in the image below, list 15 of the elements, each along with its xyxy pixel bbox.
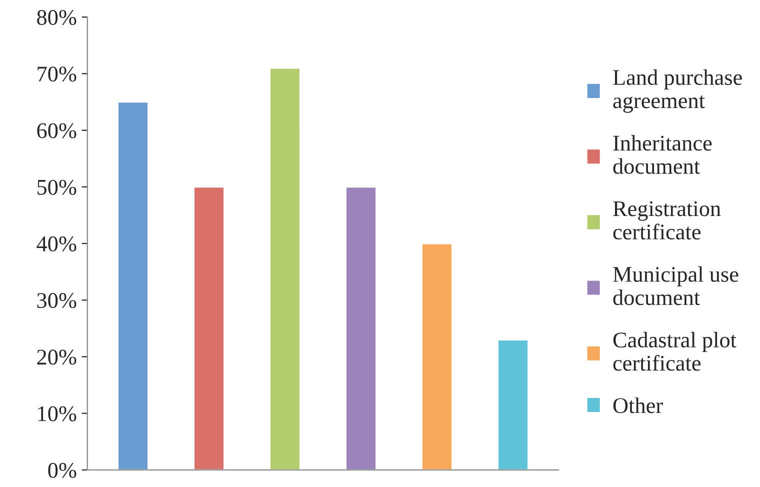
legend-label: Inheritance document xyxy=(613,135,712,174)
y-tick-label: 70% xyxy=(38,66,76,82)
legend-label: Other xyxy=(613,397,663,414)
y-tick-label: 0% xyxy=(48,462,76,478)
legend-label: Cadastral plot certificate xyxy=(613,332,736,371)
y-tick-label: 40% xyxy=(36,236,76,252)
y-tick-label: 10% xyxy=(38,406,76,422)
legend-label: Registration certificate xyxy=(613,201,721,240)
y-tick-label: 50% xyxy=(38,180,76,195)
y-tick-label: 80% xyxy=(37,10,76,26)
legend-label: Land purchase agreement xyxy=(613,69,742,113)
y-tick-label: 60% xyxy=(37,123,76,138)
legend-label: Municipal use document xyxy=(613,266,738,306)
y-tick-label: 20% xyxy=(37,350,76,365)
y-tick-label: 30% xyxy=(37,293,76,308)
